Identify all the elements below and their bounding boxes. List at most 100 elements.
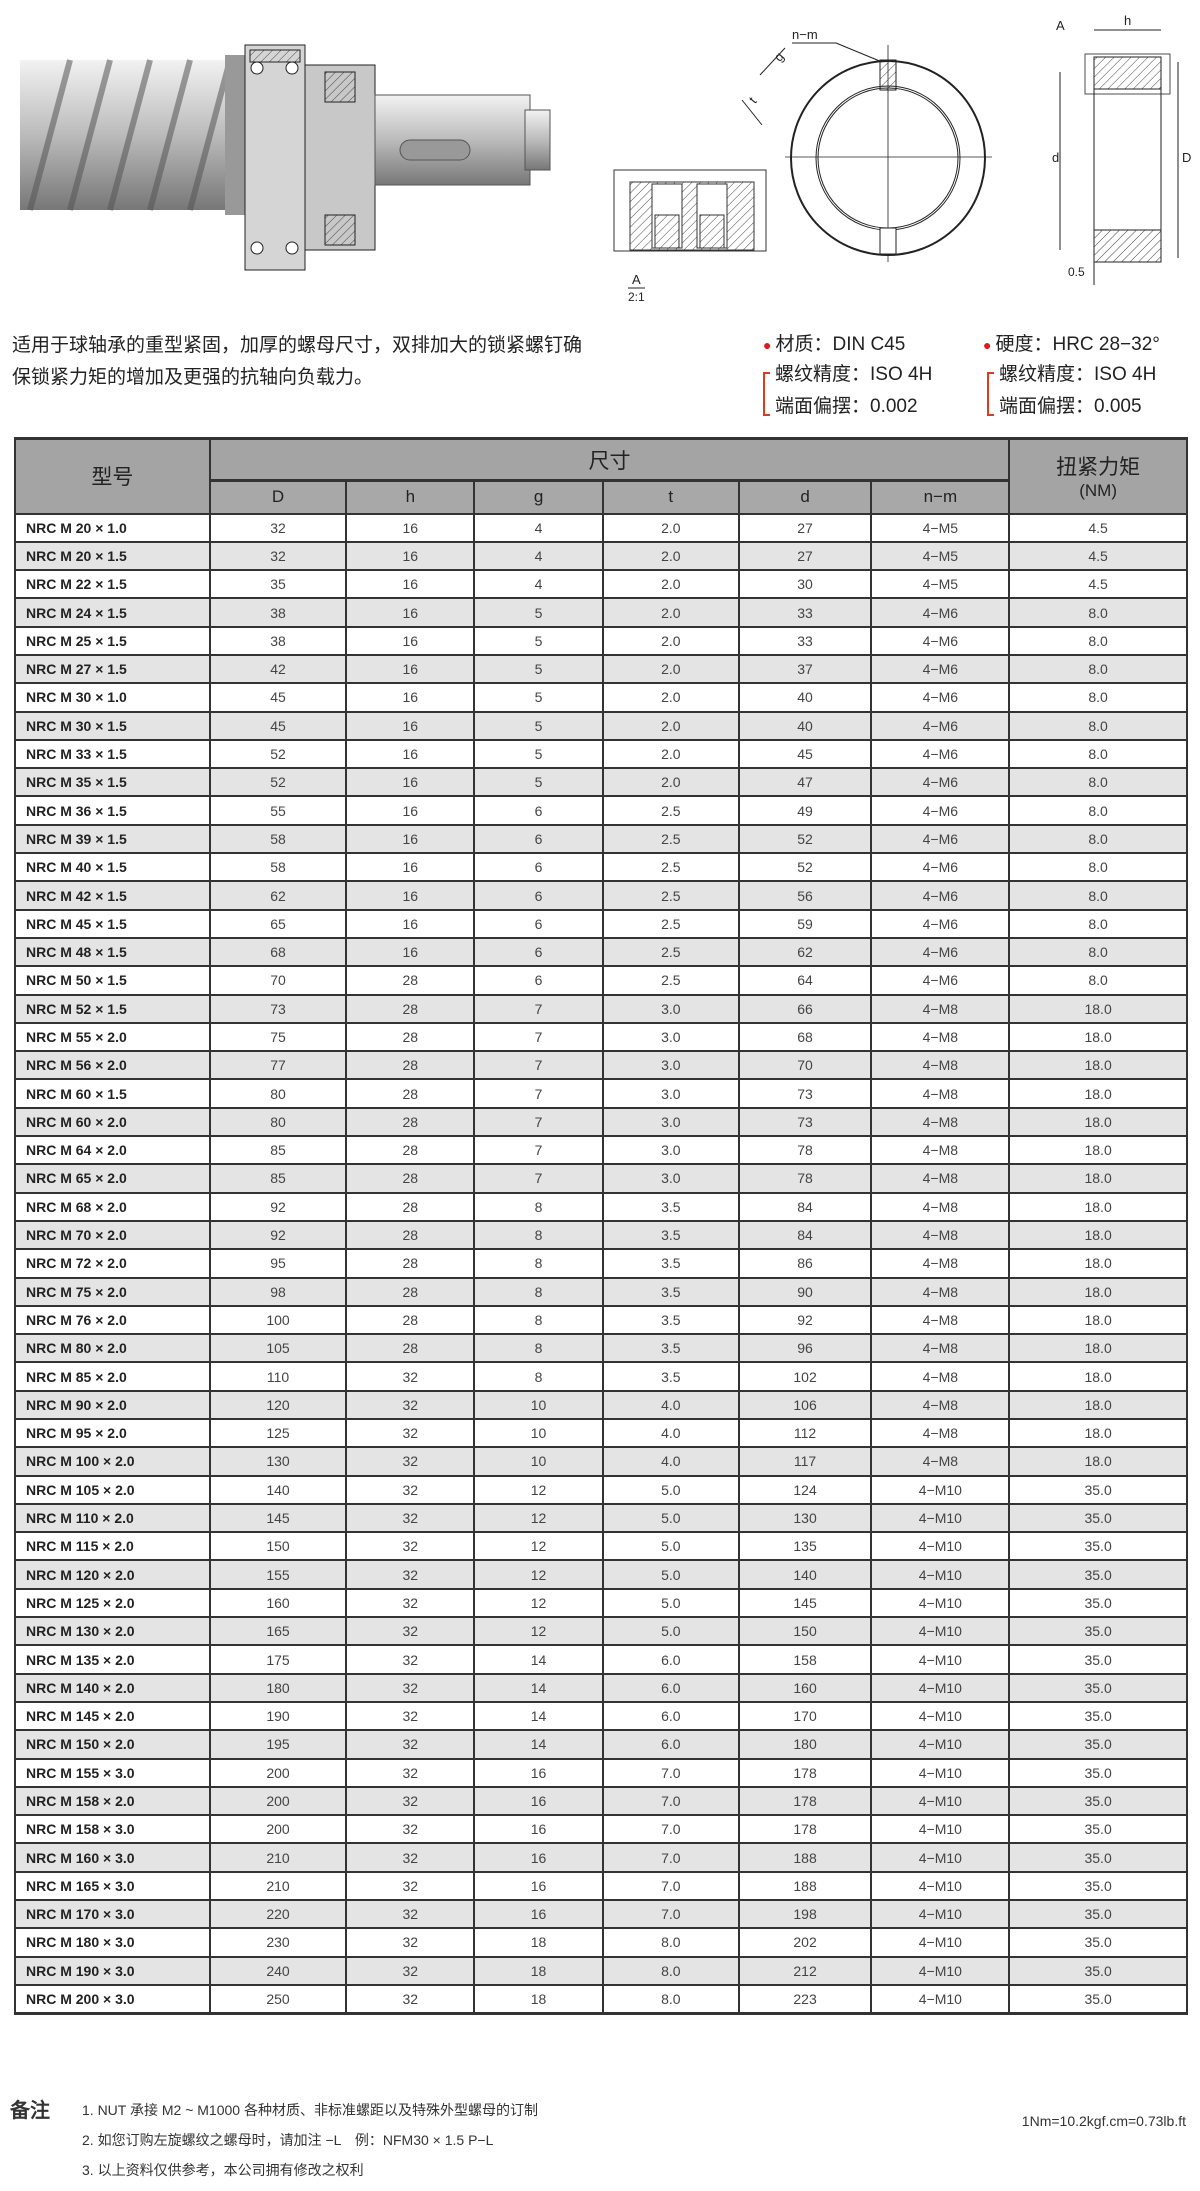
value-cell: 4−M10 — [870, 1814, 1011, 1845]
model-cell: NRC M 24 × 1.5 — [14, 597, 211, 628]
value-cell: 4−M10 — [870, 1983, 1011, 2015]
value-cell: 18.0 — [1008, 1050, 1188, 1081]
value-cell: 32 — [345, 1474, 476, 1505]
value-cell: 28 — [345, 1304, 476, 1336]
value-cell: 16 — [345, 936, 476, 968]
label-n-m: n−m — [792, 27, 818, 42]
value-cell: 85 — [208, 1135, 348, 1166]
value-cell: 3.0 — [601, 1050, 740, 1081]
value-cell: 2.5 — [601, 908, 740, 939]
value-cell: 3.0 — [601, 1135, 740, 1166]
table-row: NRC M 75 × 2.0 98 28 8 3.5 90 4−M8 18.0 — [14, 1276, 1188, 1307]
value-cell: 32 — [345, 1814, 476, 1845]
label-t: t — [746, 94, 760, 107]
value-cell: 2.5 — [601, 823, 740, 855]
value-cell: 18.0 — [1008, 1163, 1188, 1194]
value-cell: 150 — [208, 1531, 348, 1562]
value-cell: 178 — [737, 1757, 873, 1788]
value-cell: 32 — [345, 1644, 476, 1675]
value-cell: 140 — [208, 1474, 348, 1505]
value-cell: 12 — [473, 1531, 604, 1562]
value-cell: 5 — [473, 682, 604, 713]
value-cell: 35.0 — [1008, 1672, 1188, 1703]
spec-hardness: ● 硬度：HRC 28−32° — [983, 334, 1160, 356]
value-cell: 4−M6 — [870, 908, 1011, 939]
label-D: D — [1182, 150, 1191, 165]
value-cell: 178 — [737, 1785, 873, 1817]
value-cell: 18.0 — [1008, 1191, 1188, 1222]
model-cell: NRC M 65 × 2.0 — [14, 1163, 211, 1194]
value-cell: 70 — [737, 1050, 873, 1081]
table-row: NRC M 140 × 2.0 180 32 14 6.0 160 4−M10 35.0 — [14, 1672, 1188, 1703]
value-cell: 8.0 — [601, 1983, 740, 2015]
value-cell: 4−M8 — [870, 993, 1011, 1024]
value-cell: 32 — [345, 1616, 476, 1647]
model-cell: NRC M 30 × 1.5 — [14, 710, 211, 741]
value-cell: 4−M10 — [870, 1700, 1011, 1732]
value-cell: 2.5 — [601, 852, 740, 883]
value-cell: 135 — [737, 1531, 873, 1562]
table-row: NRC M 33 × 1.5 52 16 5 2.0 45 4−M6 8.0 — [14, 738, 1188, 770]
table-row: NRC M 40 × 1.5 58 16 6 2.5 52 4−M6 8.0 — [14, 852, 1188, 883]
value-cell: 32 — [345, 1955, 476, 1986]
model-cell: NRC M 190 × 3.0 — [14, 1955, 211, 1986]
value-cell: 3.5 — [601, 1361, 740, 1392]
value-cell: 27 — [737, 512, 873, 543]
value-cell: 38 — [208, 597, 348, 628]
value-cell: 4−M6 — [870, 597, 1011, 628]
section-detail-a — [613, 169, 767, 252]
model-cell: NRC M 60 × 1.5 — [14, 1078, 211, 1109]
value-cell: 40 — [737, 710, 873, 741]
model-cell: NRC M 100 × 2.0 — [14, 1446, 211, 1477]
value-cell: 7 — [473, 1078, 604, 1109]
value-cell: 33 — [737, 597, 873, 628]
value-cell: 7 — [473, 1163, 604, 1194]
value-cell: 35.0 — [1008, 1700, 1188, 1732]
value-cell: 12 — [473, 1474, 604, 1505]
value-cell: 7.0 — [601, 1899, 740, 1930]
value-cell: 2.0 — [601, 625, 740, 656]
value-cell: 59 — [737, 908, 873, 939]
value-cell: 6 — [473, 936, 604, 968]
value-cell: 16 — [345, 710, 476, 741]
table-row: NRC M 105 × 2.0 140 32 12 5.0 124 4−M10 35.0 — [14, 1474, 1188, 1505]
value-cell: 105 — [208, 1333, 348, 1364]
value-cell: 18.0 — [1008, 1361, 1188, 1392]
table-row: NRC M 80 × 2.0 105 28 8 3.5 96 4−M8 18.0 — [14, 1333, 1188, 1364]
value-cell: 210 — [208, 1870, 348, 1902]
value-cell: 4−M8 — [870, 1050, 1011, 1081]
value-cell: 16 — [345, 823, 476, 855]
value-cell: 7 — [473, 1106, 604, 1138]
value-cell: 65 — [208, 908, 348, 939]
model-cell: NRC M 145 × 2.0 — [14, 1700, 211, 1732]
model-cell: NRC M 30 × 1.0 — [14, 682, 211, 713]
table-row: NRC M 39 × 1.5 58 16 6 2.5 52 4−M6 8.0 — [14, 823, 1188, 855]
value-cell: 6.0 — [601, 1644, 740, 1675]
value-cell: 178 — [737, 1814, 873, 1845]
value-cell: 49 — [737, 795, 873, 826]
value-cell: 2.5 — [601, 936, 740, 968]
table-row: NRC M 25 × 1.5 38 16 5 2.0 33 4−M6 8.0 — [14, 625, 1188, 656]
model-cell: NRC M 110 × 2.0 — [14, 1502, 211, 1534]
value-cell: 5 — [473, 738, 604, 770]
value-cell: 240 — [208, 1955, 348, 1986]
label-A: A — [1056, 18, 1065, 33]
table-row: NRC M 60 × 1.5 80 28 7 3.0 73 4−M8 18.0 — [14, 1078, 1188, 1109]
value-cell: 4−M6 — [870, 653, 1011, 685]
value-cell: 45 — [208, 710, 348, 741]
value-cell: 5.0 — [601, 1502, 740, 1534]
note-3: 3. 以上资料仅供参考，本公司拥有修改之权利 — [82, 2162, 364, 2178]
value-cell: 6 — [473, 823, 604, 855]
value-cell: 8.0 — [1008, 823, 1188, 855]
value-cell: 8 — [473, 1248, 604, 1279]
model-cell: NRC M 20 × 1.5 — [14, 540, 211, 572]
value-cell: 4−M6 — [870, 936, 1011, 968]
header-model: 型号 — [14, 437, 211, 515]
value-cell: 8.0 — [1008, 653, 1188, 685]
value-cell: 2.0 — [601, 767, 740, 798]
value-cell: 200 — [208, 1814, 348, 1845]
model-cell: NRC M 35 × 1.5 — [14, 767, 211, 798]
value-cell: 28 — [345, 1163, 476, 1194]
value-cell: 32 — [208, 540, 348, 572]
value-cell: 32 — [345, 1842, 476, 1873]
